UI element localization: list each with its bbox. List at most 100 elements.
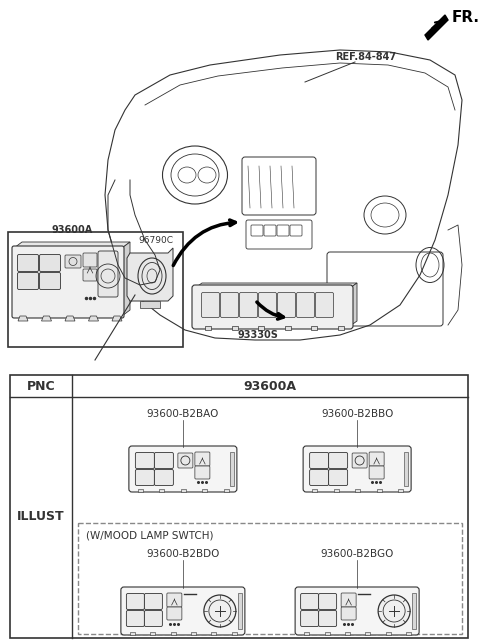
FancyBboxPatch shape (155, 453, 173, 469)
FancyBboxPatch shape (192, 285, 353, 329)
Polygon shape (195, 283, 357, 288)
FancyBboxPatch shape (300, 610, 319, 626)
Polygon shape (14, 242, 130, 248)
Polygon shape (127, 248, 173, 301)
FancyBboxPatch shape (65, 255, 81, 268)
Text: 96790C: 96790C (138, 236, 173, 245)
FancyBboxPatch shape (135, 469, 155, 485)
Polygon shape (65, 316, 75, 321)
FancyBboxPatch shape (171, 632, 176, 635)
FancyBboxPatch shape (329, 453, 348, 469)
Polygon shape (112, 316, 122, 321)
FancyBboxPatch shape (341, 593, 356, 607)
Circle shape (378, 595, 410, 627)
FancyBboxPatch shape (121, 587, 245, 635)
FancyBboxPatch shape (285, 326, 291, 330)
FancyBboxPatch shape (258, 326, 264, 330)
Text: 93600A: 93600A (243, 379, 297, 392)
FancyBboxPatch shape (334, 489, 338, 492)
FancyBboxPatch shape (138, 489, 143, 492)
FancyBboxPatch shape (386, 632, 391, 635)
Polygon shape (122, 242, 130, 316)
FancyBboxPatch shape (295, 587, 419, 635)
Polygon shape (350, 283, 357, 326)
FancyBboxPatch shape (130, 632, 135, 635)
FancyBboxPatch shape (17, 255, 38, 271)
FancyBboxPatch shape (140, 301, 160, 308)
FancyBboxPatch shape (319, 593, 336, 610)
FancyBboxPatch shape (181, 489, 186, 492)
Text: REF.84-847: REF.84-847 (335, 52, 396, 62)
FancyBboxPatch shape (231, 326, 238, 330)
Text: PNC: PNC (27, 379, 55, 392)
FancyBboxPatch shape (259, 293, 276, 318)
FancyBboxPatch shape (167, 593, 182, 607)
FancyBboxPatch shape (406, 632, 411, 635)
FancyBboxPatch shape (39, 255, 60, 271)
Text: FR.: FR. (452, 10, 480, 25)
Polygon shape (41, 316, 51, 321)
FancyBboxPatch shape (324, 632, 329, 635)
FancyBboxPatch shape (150, 632, 156, 635)
FancyBboxPatch shape (369, 466, 384, 479)
Text: 93600-B2BBO: 93600-B2BBO (321, 409, 393, 419)
FancyBboxPatch shape (341, 607, 356, 620)
FancyBboxPatch shape (205, 326, 211, 330)
FancyBboxPatch shape (83, 269, 97, 281)
FancyBboxPatch shape (300, 593, 319, 610)
FancyBboxPatch shape (144, 593, 162, 610)
FancyBboxPatch shape (304, 632, 309, 635)
FancyBboxPatch shape (355, 489, 360, 492)
FancyBboxPatch shape (144, 610, 162, 626)
Text: ILLUST: ILLUST (17, 511, 65, 523)
FancyBboxPatch shape (310, 469, 329, 485)
Text: 93600A: 93600A (52, 225, 93, 235)
FancyBboxPatch shape (329, 469, 348, 485)
FancyBboxPatch shape (312, 326, 317, 330)
Text: (W/MOOD LAMP SWTCH): (W/MOOD LAMP SWTCH) (86, 531, 214, 541)
FancyBboxPatch shape (398, 489, 403, 492)
FancyBboxPatch shape (297, 293, 314, 318)
FancyBboxPatch shape (352, 453, 367, 468)
Polygon shape (18, 316, 28, 321)
FancyBboxPatch shape (338, 326, 344, 330)
Text: 93600-B2BAO: 93600-B2BAO (147, 409, 219, 419)
FancyBboxPatch shape (39, 273, 60, 289)
FancyBboxPatch shape (212, 632, 216, 635)
Text: 93600-B2BGO: 93600-B2BGO (321, 549, 394, 559)
FancyBboxPatch shape (345, 632, 350, 635)
FancyBboxPatch shape (232, 632, 237, 635)
Circle shape (204, 595, 236, 627)
Polygon shape (425, 15, 448, 40)
FancyBboxPatch shape (319, 610, 336, 626)
FancyBboxPatch shape (17, 273, 38, 289)
FancyBboxPatch shape (98, 251, 118, 297)
FancyBboxPatch shape (230, 452, 234, 486)
FancyBboxPatch shape (135, 453, 155, 469)
FancyBboxPatch shape (312, 489, 317, 492)
FancyBboxPatch shape (126, 610, 144, 626)
FancyBboxPatch shape (369, 452, 384, 466)
FancyBboxPatch shape (178, 453, 193, 468)
FancyBboxPatch shape (195, 452, 210, 466)
FancyBboxPatch shape (238, 593, 242, 629)
FancyBboxPatch shape (412, 593, 416, 629)
Text: 93330S: 93330S (238, 330, 279, 340)
FancyBboxPatch shape (365, 632, 371, 635)
FancyBboxPatch shape (83, 253, 97, 267)
Polygon shape (88, 316, 98, 321)
FancyBboxPatch shape (404, 452, 408, 486)
FancyBboxPatch shape (240, 293, 257, 318)
FancyBboxPatch shape (126, 593, 144, 610)
FancyBboxPatch shape (220, 293, 239, 318)
FancyBboxPatch shape (155, 469, 173, 485)
FancyBboxPatch shape (277, 293, 296, 318)
FancyBboxPatch shape (377, 489, 382, 492)
FancyBboxPatch shape (159, 489, 164, 492)
FancyBboxPatch shape (129, 446, 237, 492)
FancyBboxPatch shape (315, 293, 334, 318)
Text: 93600-B2BDO: 93600-B2BDO (146, 549, 219, 559)
FancyBboxPatch shape (10, 375, 468, 638)
FancyBboxPatch shape (191, 632, 196, 635)
FancyBboxPatch shape (202, 293, 219, 318)
